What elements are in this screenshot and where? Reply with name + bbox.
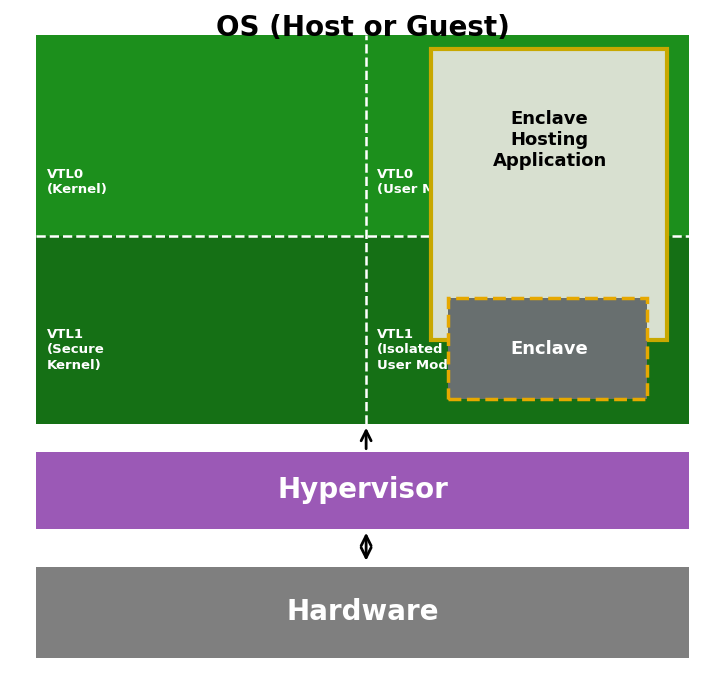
Bar xyxy=(448,298,647,399)
Bar xyxy=(36,567,689,658)
Text: VTL1
(Isolated
User Mode): VTL1 (Isolated User Mode) xyxy=(377,328,463,372)
Text: VTL0
(Kernel): VTL0 (Kernel) xyxy=(47,168,108,196)
Bar xyxy=(431,49,667,340)
Text: Enclave
Hosting
Application: Enclave Hosting Application xyxy=(492,110,607,170)
Text: Enclave: Enclave xyxy=(510,340,589,358)
Bar xyxy=(36,236,689,424)
Bar xyxy=(36,452,689,528)
Bar xyxy=(36,35,689,423)
Text: OS (Host or Guest): OS (Host or Guest) xyxy=(215,14,510,42)
Bar xyxy=(448,298,647,399)
Text: VTL0
(User Mode): VTL0 (User Mode) xyxy=(377,168,469,196)
Text: Hardware: Hardware xyxy=(286,598,439,626)
Text: Hypervisor: Hypervisor xyxy=(277,476,448,504)
Text: VTL1
(Secure
Kernel): VTL1 (Secure Kernel) xyxy=(47,328,105,372)
